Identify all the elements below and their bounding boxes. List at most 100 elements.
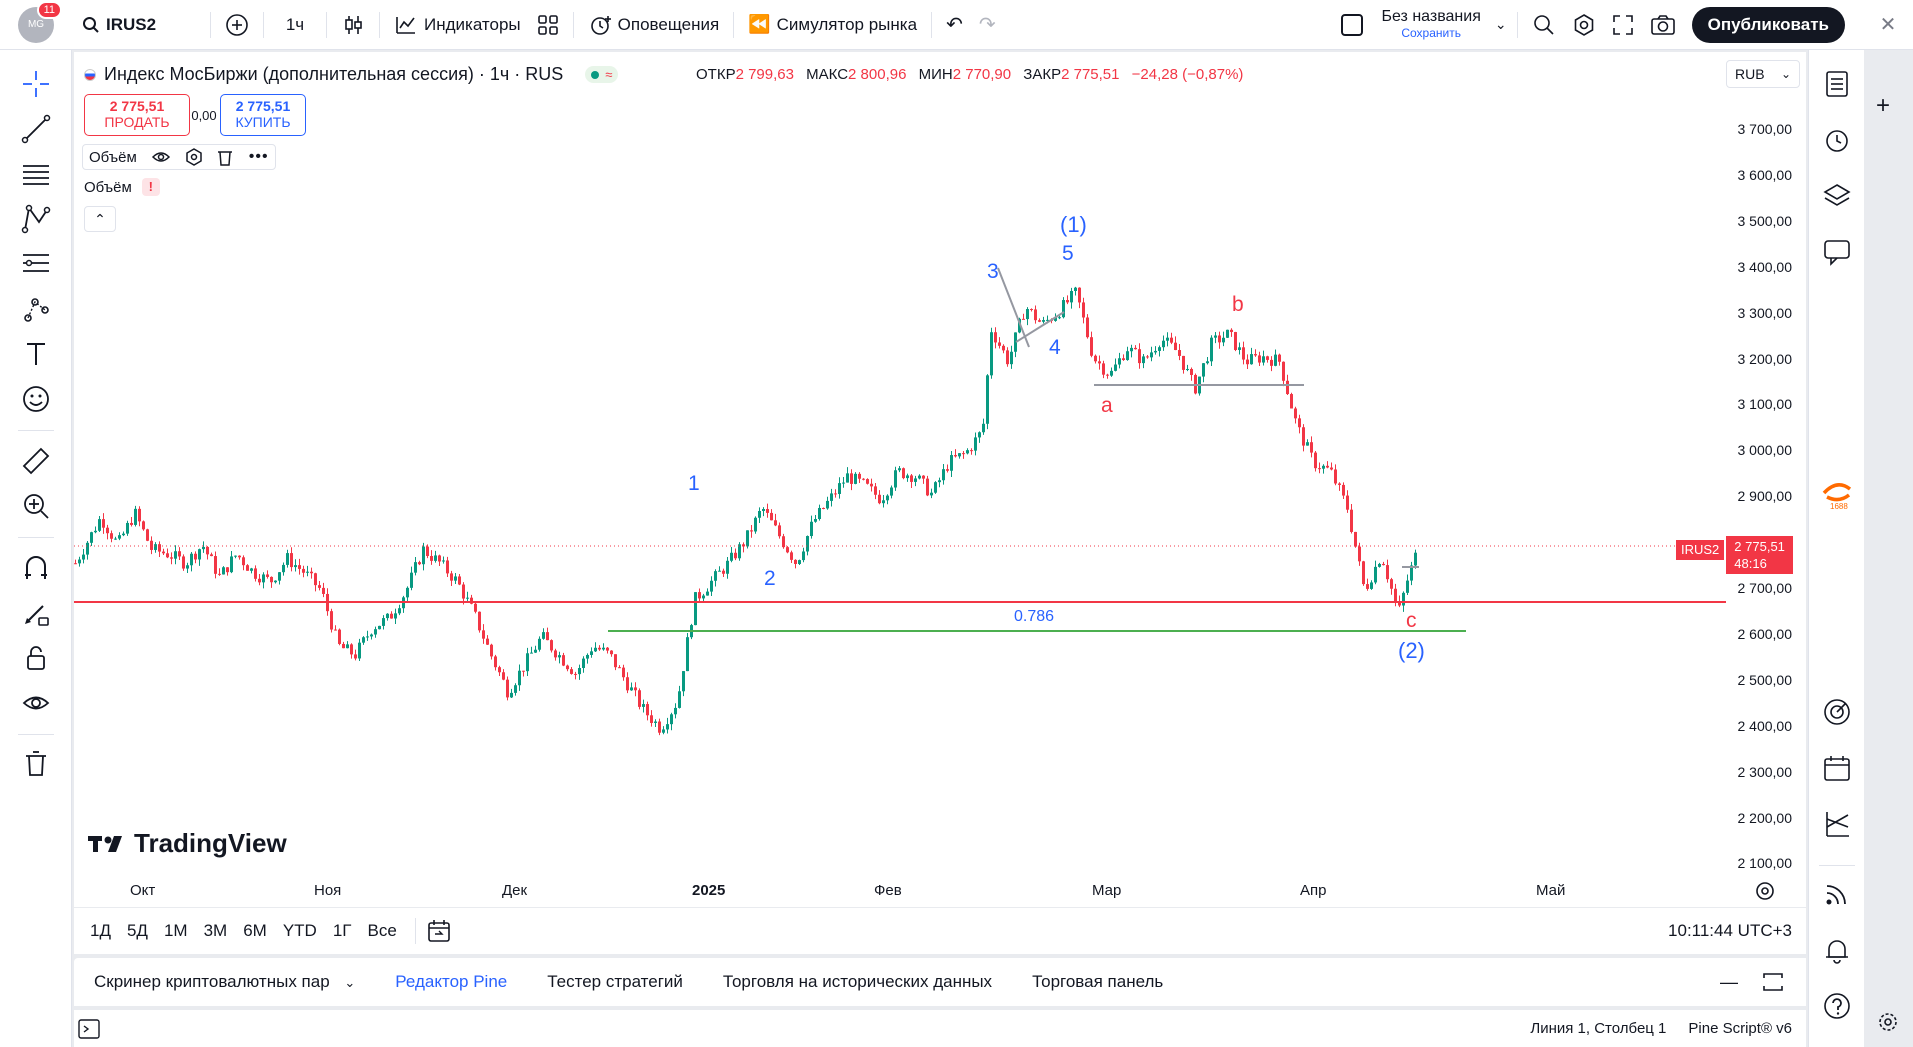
redo-button[interactable]: ↷ bbox=[978, 14, 996, 36]
volume-indicator-row[interactable]: Объём ••• bbox=[82, 144, 276, 170]
trend-line-icon[interactable] bbox=[20, 113, 52, 145]
candle-body bbox=[1106, 374, 1109, 376]
timeframe-5d[interactable]: 5Д bbox=[126, 921, 148, 940]
gear-icon[interactable] bbox=[1876, 1010, 1900, 1039]
settings-button[interactable] bbox=[1564, 8, 1604, 42]
price-chart[interactable]: 1 2 3 4 5 (1) (2) a b c 0.786 bbox=[74, 52, 1806, 907]
magnet-icon[interactable] bbox=[20, 552, 52, 584]
text-icon[interactable] bbox=[20, 338, 52, 370]
fib-retracement-icon[interactable] bbox=[20, 248, 52, 280]
pattern-icon[interactable] bbox=[20, 203, 52, 235]
eye-icon[interactable] bbox=[151, 149, 171, 165]
collapse-legend-button[interactable]: ⌃ bbox=[84, 206, 116, 232]
timeframe-ytd[interactable]: YTD bbox=[282, 921, 317, 940]
snapshot-button[interactable] bbox=[1642, 8, 1684, 42]
compare-button[interactable] bbox=[217, 8, 257, 42]
candle-body bbox=[510, 692, 513, 698]
currency-select[interactable]: RUB ⌄ bbox=[1726, 60, 1800, 88]
maximize-icon[interactable] bbox=[1762, 972, 1784, 992]
zoom-in-icon[interactable] bbox=[20, 490, 52, 522]
user-avatar[interactable]: MG 11 bbox=[18, 0, 62, 43]
tab-strategy-tester[interactable]: Тестер стратегий bbox=[547, 972, 683, 991]
minimize-icon[interactable]: — bbox=[1720, 971, 1738, 992]
ideas-icon[interactable] bbox=[1819, 806, 1855, 842]
date-range-icon[interactable] bbox=[426, 918, 452, 944]
emoji-icon[interactable] bbox=[20, 383, 52, 415]
alerts-button[interactable]: Оповещения bbox=[580, 8, 728, 42]
ali1688-icon[interactable]: 1688 bbox=[1819, 475, 1855, 511]
currency-label: RUB bbox=[1735, 66, 1765, 82]
layers-icon[interactable] bbox=[1819, 178, 1855, 214]
warning-icon[interactable]: ! bbox=[141, 178, 160, 196]
last-price-label: IRUS2 2 775,51 48:16 bbox=[1676, 536, 1793, 574]
symbol-search-button[interactable]: IRUS2 bbox=[74, 8, 204, 42]
candle-body bbox=[338, 629, 341, 644]
candle-body bbox=[634, 687, 637, 691]
candle-body bbox=[1046, 319, 1049, 321]
more-icon[interactable]: ••• bbox=[248, 148, 269, 165]
horizontal-lines-icon[interactable] bbox=[20, 158, 52, 190]
console-icon[interactable] bbox=[78, 1018, 100, 1039]
candle-body bbox=[138, 508, 141, 522]
lock-icon[interactable] bbox=[20, 642, 52, 674]
quick-search-button[interactable] bbox=[1524, 8, 1564, 42]
candle-body bbox=[246, 565, 249, 571]
alerts-icon[interactable] bbox=[1819, 122, 1855, 158]
timeframe-all[interactable]: Все bbox=[367, 921, 397, 940]
settings-icon[interactable] bbox=[185, 148, 203, 166]
chat-icon[interactable] bbox=[1819, 234, 1855, 270]
indicators-button[interactable]: Индикаторы bbox=[386, 8, 529, 42]
chart-type-button[interactable] bbox=[333, 8, 373, 42]
trash-icon[interactable] bbox=[20, 747, 52, 779]
notifications-icon[interactable] bbox=[1819, 932, 1855, 968]
timeframe-3m[interactable]: 3М bbox=[203, 921, 228, 940]
projection-icon[interactable] bbox=[20, 293, 52, 325]
timeframe-1m[interactable]: 1М bbox=[163, 921, 188, 940]
publish-button[interactable]: Опубликовать bbox=[1691, 6, 1845, 43]
target-icon[interactable] bbox=[1819, 694, 1855, 730]
watchlist-icon[interactable] bbox=[1819, 66, 1855, 102]
candle-body bbox=[654, 721, 657, 723]
add-icon[interactable]: + bbox=[1876, 92, 1891, 119]
trash-icon[interactable] bbox=[217, 148, 233, 166]
undo-button[interactable]: ↶ bbox=[946, 14, 963, 36]
pine-version[interactable]: Pine Script® v6 bbox=[1688, 1020, 1792, 1037]
interval-button[interactable]: 1ч bbox=[285, 14, 305, 34]
timeframe-6m[interactable]: 6М bbox=[243, 921, 267, 940]
crosshair-icon[interactable] bbox=[20, 68, 52, 100]
pencil-lock-icon[interactable] bbox=[20, 597, 52, 629]
gear-icon bbox=[1574, 13, 1593, 36]
tab-crypto-screener[interactable]: Скринер криптовалютных пар ⌄ bbox=[94, 972, 355, 992]
chart-pane[interactable]: 1 2 3 4 5 (1) (2) a b c 0.786 Индекс Мос… bbox=[74, 52, 1806, 907]
fullscreen-button[interactable] bbox=[1604, 8, 1642, 42]
streams-icon[interactable] bbox=[1819, 876, 1855, 912]
candle-body bbox=[606, 647, 609, 651]
templates-button[interactable] bbox=[529, 8, 567, 42]
calendar-icon[interactable] bbox=[1819, 750, 1855, 786]
candle-body bbox=[826, 500, 829, 509]
tab-trading-panel[interactable]: Торговая панель bbox=[1032, 972, 1164, 991]
candle-body bbox=[942, 469, 945, 481]
candle-body bbox=[86, 542, 89, 555]
axis-settings-icon[interactable] bbox=[1754, 880, 1776, 907]
timeframe-1y[interactable]: 1Г bbox=[332, 921, 352, 940]
candle-body bbox=[666, 724, 669, 730]
replay-button[interactable]: ⏪ Симулятор рынка bbox=[740, 8, 925, 42]
timeframe-1d[interactable]: 1Д bbox=[90, 921, 111, 940]
clock[interactable]: 10:11:44 UTC+3 bbox=[1668, 921, 1792, 940]
close-icon[interactable]: ✕ bbox=[1879, 14, 1897, 36]
eye-icon[interactable] bbox=[20, 687, 52, 719]
candle-body bbox=[582, 658, 585, 668]
candle-body bbox=[954, 455, 957, 457]
sell-button[interactable]: 2 775,51 ПРОДАТЬ bbox=[84, 94, 190, 136]
legend-title[interactable]: Индекс МосБиржи (дополнительная сессия) … bbox=[84, 64, 619, 85]
layout-button[interactable]: Без названия Сохранить ⌄ bbox=[1333, 8, 1510, 42]
tab-replay-trading[interactable]: Торговля на исторических данных bbox=[722, 972, 993, 991]
ruler-icon[interactable] bbox=[20, 445, 52, 477]
volume-indicator-row-2[interactable]: Объём ! bbox=[84, 178, 160, 196]
price-axis[interactable]: 3 700,00 3 600,00 3 500,00 3 400,00 3 300,00… bbox=[1724, 52, 1806, 872]
tab-pine-editor[interactable]: Редактор Pine bbox=[395, 972, 508, 991]
help-icon[interactable] bbox=[1819, 988, 1855, 1024]
candle-body bbox=[446, 560, 449, 574]
buy-button[interactable]: 2 775,51 КУПИТЬ bbox=[220, 94, 306, 136]
